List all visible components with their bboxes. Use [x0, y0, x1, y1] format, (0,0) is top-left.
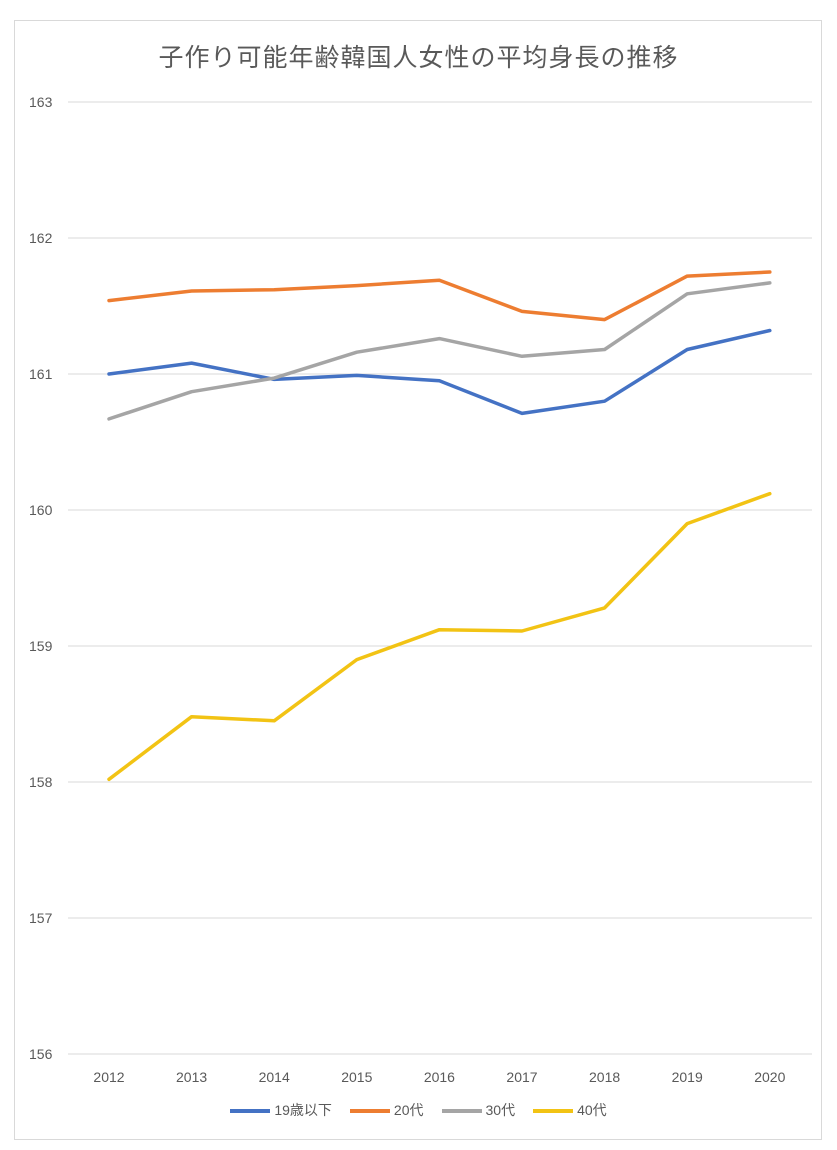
y-tick-label: 163 [29, 94, 53, 110]
legend-swatch [441, 1109, 482, 1114]
legend-label: 20代 [393, 1102, 424, 1118]
legend-item: 40代 [533, 1100, 607, 1120]
series-line [107, 491, 772, 782]
legend-label: 40代 [577, 1102, 607, 1118]
legend-label: 30代 [485, 1102, 516, 1118]
y-tick-label: 159 [29, 638, 53, 654]
chart-title: 子作り可能年齢韓国人女性の平均身長の推移 [158, 43, 679, 72]
x-tick-label: 2016 [424, 1069, 455, 1085]
x-tick-label: 2020 [754, 1069, 785, 1085]
x-tick-label: 2017 [506, 1069, 537, 1085]
y-tick-label: 162 [29, 230, 53, 246]
y-tick-label: 161 [29, 366, 53, 382]
x-tick-label: 2015 [341, 1069, 372, 1085]
x-tick-label: 2012 [93, 1069, 124, 1085]
x-tick-label: 2019 [672, 1069, 703, 1085]
legend-swatch [230, 1109, 271, 1114]
legend-item: 20代 [349, 1100, 424, 1120]
series-line [107, 328, 772, 416]
y-tick-label: 160 [29, 502, 53, 518]
y-tick-label: 157 [29, 910, 53, 926]
x-tick-label: 2018 [589, 1069, 620, 1085]
x-tick-label: 2013 [176, 1069, 207, 1085]
legend-swatch [349, 1109, 390, 1114]
chart-frame [14, 20, 822, 1140]
legend-item: 19歳以下 [230, 1100, 332, 1120]
y-tick-label: 156 [29, 1046, 53, 1062]
legend-swatch [533, 1109, 574, 1114]
series-line [107, 281, 772, 421]
series-line [107, 270, 772, 322]
legend-item: 30代 [441, 1100, 516, 1120]
x-tick-label: 2014 [259, 1069, 290, 1085]
legend-label: 19歳以下 [274, 1102, 332, 1118]
legend: 19歳以下 20代 30代 40代 [0, 1100, 837, 1120]
y-tick-label: 158 [29, 774, 53, 790]
